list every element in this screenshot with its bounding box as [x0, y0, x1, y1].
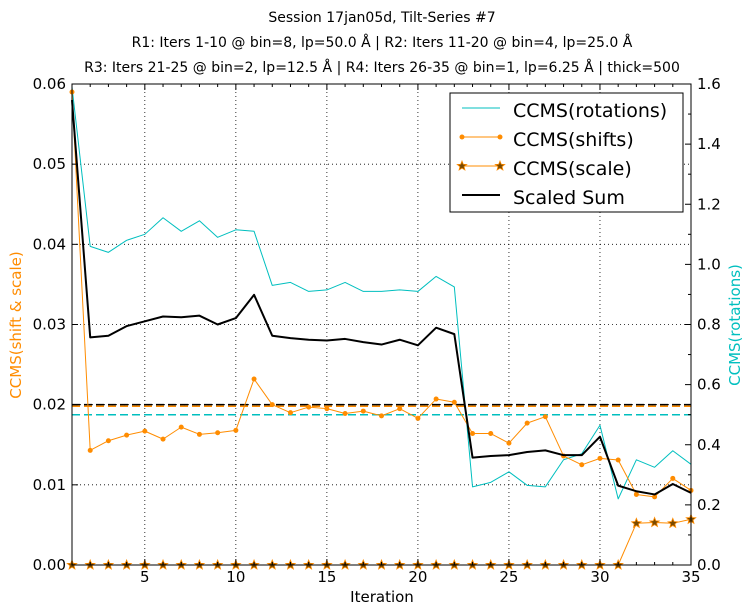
data-point-ccms-shifts [524, 420, 530, 426]
axis-ticks: 5 10 15 20 25 30 35 0.00 0.01 0.02 0.03 0.04 0.05 0.0… [33, 75, 721, 586]
data-point-ccms-shifts [506, 440, 512, 446]
legend-label-scaled-sum: Scaled Sum [513, 187, 625, 209]
y-right-tick-label: 1.2 [697, 195, 721, 213]
data-point-ccms-shifts [615, 457, 621, 463]
data-point-ccms-shifts [670, 475, 676, 481]
data-point-ccms-shifts [415, 415, 421, 421]
data-point-ccms-shifts [597, 455, 603, 461]
data-point-ccms-shifts [196, 431, 202, 437]
series-scaled-sum [71, 99, 692, 496]
y-right-tick-label: 1.6 [697, 75, 721, 93]
series-ccms-scale [66, 513, 697, 570]
data-point-ccms-scale [630, 517, 643, 529]
x-axis-label: Iteration [350, 588, 414, 606]
chart-title-line-3: R3: Iters 21-25 @ bin=2, lp=12.5 Å | R4:… [84, 59, 680, 76]
data-point-ccms-shifts [397, 406, 403, 412]
y-right-tick-label: 0.4 [697, 436, 721, 454]
data-point-ccms-scale [667, 517, 679, 529]
data-point-ccms-shifts [160, 436, 166, 442]
y-left-tick-label: 0.05 [33, 155, 66, 173]
data-point-ccms-shifts [488, 431, 494, 437]
y-right-tick-label: 0.6 [697, 376, 721, 394]
data-point-ccms-shifts [269, 402, 275, 408]
y-right-tick-label: 1.0 [697, 255, 721, 273]
x-tick-label: 20 [408, 568, 427, 586]
legend-swatch-marker [497, 134, 503, 140]
data-point-ccms-shifts [251, 376, 257, 382]
x-tick-label: 30 [590, 568, 609, 586]
legend-label-scale: CCMS(scale) [513, 158, 632, 180]
series-ccms-shifts [69, 89, 694, 500]
series-line-ccms-rotations [71, 86, 692, 500]
y-right-tick-label: 1.4 [697, 135, 721, 153]
data-point-ccms-shifts [324, 406, 330, 412]
data-point-ccms-shifts [579, 462, 585, 468]
legend: CCMS(rotations) CCMS(shifts) CCMS(scale)… [449, 92, 684, 213]
x-tick-label: 5 [140, 568, 150, 586]
data-point-ccms-scale [648, 516, 661, 528]
y-left-tick-label: 0.03 [33, 316, 66, 334]
data-point-ccms-shifts [142, 428, 148, 434]
y-left-tick-label: 0.01 [33, 476, 66, 494]
data-point-ccms-shifts [215, 430, 221, 436]
data-point-ccms-shifts [342, 410, 348, 416]
legend-label-shifts: CCMS(shifts) [513, 129, 634, 151]
legend-swatch-marker [459, 134, 465, 140]
chart-title-line-2: R1: Iters 1-10 @ bin=8, lp=50.0 Å | R2: … [132, 34, 633, 51]
legend-swatch-marker [494, 159, 506, 171]
x-tick-label: 15 [317, 568, 336, 586]
data-point-ccms-shifts [178, 424, 184, 430]
data-point-ccms-shifts [379, 413, 384, 419]
y-left-tick-label: 0.06 [33, 75, 66, 93]
data-point-ccms-shifts [633, 491, 639, 497]
legend-swatch-marker [456, 159, 468, 171]
y-left-tick-label: 0.02 [33, 396, 66, 414]
legend-box [449, 92, 684, 213]
reference-lines [72, 403, 691, 416]
data-point-ccms-shifts [433, 396, 439, 402]
y-right-tick-label: 0.8 [697, 316, 721, 334]
data-point-ccms-shifts [470, 431, 476, 437]
x-tick-label: 35 [681, 568, 700, 586]
data-point-ccms-shifts [360, 408, 366, 414]
chart-title-line-1: Session 17jan05d, Tilt-Series #7 [268, 10, 495, 26]
legend-label-rotations: CCMS(rotations) [513, 100, 667, 122]
y-axis-label-right: CCMS(rotations) [726, 264, 744, 386]
data-point-ccms-shifts [233, 427, 239, 433]
data-point-ccms-shifts [105, 438, 111, 444]
series-line-scaled-sum [71, 99, 692, 496]
data-point-ccms-shifts [652, 494, 658, 500]
data-point-ccms-shifts [451, 399, 457, 405]
x-tick-label: 25 [499, 568, 518, 586]
series-ccms-rotations [71, 86, 692, 500]
y-axis-label-left: CCMS(shift & scale) [7, 251, 25, 398]
data-point-ccms-shifts [287, 410, 293, 416]
data-point-ccms-shifts [124, 432, 130, 438]
data-point-ccms-shifts [306, 404, 312, 410]
y-right-tick-label: 0.0 [697, 556, 721, 574]
series-line-ccms-scale [72, 518, 692, 566]
y-left-tick-label: 0.00 [33, 556, 66, 574]
x-tick-label: 10 [226, 568, 245, 586]
y-right-tick-label: 0.2 [697, 496, 721, 514]
data-point-ccms-shifts [542, 414, 548, 420]
y-left-tick-label: 0.04 [33, 235, 66, 253]
data-point-ccms-shifts [87, 447, 93, 453]
